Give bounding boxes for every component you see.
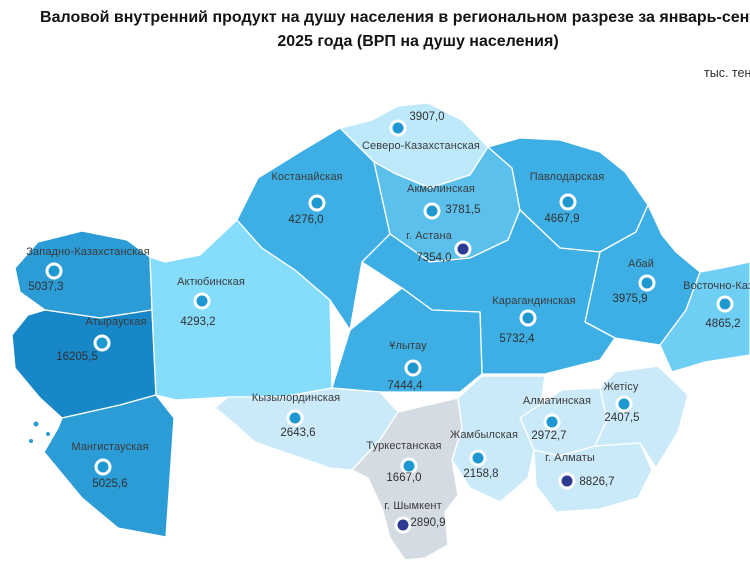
region-dot-akmolinskaya [423, 202, 441, 220]
region-dot-zhetisu [615, 395, 633, 413]
region-value-zapadno-kazakhstanskaya: 5037,3 [28, 281, 64, 293]
region-dot-vostochno-kazakhstanskaya [716, 295, 734, 313]
region-dot-astana [454, 240, 472, 258]
region-dot-turkestanskaya [400, 457, 418, 475]
region-dot-shymkent [394, 516, 412, 534]
region-dot-atyrauskaya [93, 334, 111, 352]
region-label-almaty-city: г. Алматы [545, 452, 595, 464]
region-dot-kostanayskaya [308, 194, 326, 212]
region-label-akmolinskaya: Акмолинская [407, 183, 475, 195]
region-label-pavlodarskaya: Павлодарская [529, 171, 605, 183]
page-title-line-1: Валовой внутренний продукт на душу насел… [40, 9, 750, 26]
region-label-mangistauskaya: Мангистауская [71, 441, 149, 453]
region-value-atyrauskaya: 16205,5 [56, 351, 98, 363]
region-label-turkestanskaya: Туркестанская [366, 440, 442, 452]
region-label-atyrauskaya: Атырауская [85, 316, 147, 328]
page-title-line-2: 2025 года (ВРП на душу населения) [277, 33, 559, 50]
region-value-aktyubinskaya: 4293,2 [180, 316, 216, 328]
region-value-akmolinskaya: 3781,5 [445, 204, 481, 216]
region-dot-aktyubinskaya [193, 292, 211, 310]
region-dot-severo-kazakhstanskaya [389, 119, 407, 137]
region-dot-karagandinskaya [519, 309, 537, 327]
region-dot-almaty-city [558, 472, 576, 490]
region-value-vostochno-kazakhstanskaya: 4865,2 [705, 318, 741, 330]
region-label-astana: г. Астана [406, 230, 452, 242]
region-label-severo-kazakhstanskaya: Северо-Казахстанская [362, 140, 480, 152]
region-dot-zhambylskaya [469, 449, 487, 467]
region-value-almatinskaya: 2972,7 [531, 430, 567, 442]
region-value-mangistauskaya: 5025,6 [92, 478, 128, 490]
region-label-abay: Абай [627, 258, 655, 270]
region-value-karagandinskaya: 5732,4 [499, 333, 535, 345]
region-value-zhetisu: 2407,5 [604, 412, 640, 424]
region-dot-abay [638, 274, 656, 292]
map-region-zhambylskaya[interactable] [451, 375, 546, 503]
region-value-almaty-city: 8826,7 [579, 476, 615, 488]
region-dot-kyzylordinskaya [286, 409, 304, 427]
region-value-abay: 3975,9 [612, 293, 648, 305]
region-label-shymkent: г. Шымкент [384, 500, 442, 512]
region-value-severo-kazakhstanskaya: 3907,0 [409, 111, 445, 123]
region-label-karagandinskaya: Карагандинская [492, 295, 576, 307]
caspian-island [29, 439, 33, 443]
region-label-almatinskaya: Алматинская [522, 395, 592, 407]
region-dot-mangistauskaya [94, 458, 112, 476]
region-value-astana: 7354,0 [416, 252, 452, 264]
region-value-kostanayskaya: 4276,0 [288, 214, 324, 226]
map-region-zhetisu[interactable] [594, 365, 689, 469]
region-label-kostanayskaya: Костанайская [271, 171, 343, 183]
region-dot-almatinskaya [543, 413, 561, 431]
map-region-zapadno-kazakhstanskaya[interactable] [14, 230, 153, 319]
page-title: Валовой внутренний продукт на душу насел… [0, 6, 750, 54]
map-region-vostochno-kazakhstanskaya[interactable] [659, 261, 750, 373]
region-value-pavlodarskaya: 4667,9 [544, 213, 580, 225]
unit-label: тыс. тенге [704, 66, 750, 80]
region-dot-zapadno-kazakhstanskaya [45, 262, 63, 280]
region-value-ulytau: 7444,4 [387, 380, 423, 392]
region-dot-pavlodarskaya [559, 193, 577, 211]
region-label-zhetisu: Жетісу [603, 381, 639, 393]
region-label-zhambylskaya: Жамбылская [449, 429, 519, 441]
region-label-vostochno-kazakhstanskaya: Восточно-Казахстанская [683, 280, 750, 292]
region-label-zapadno-kazakhstanskaya: Западно-Казахстанская [26, 246, 150, 258]
region-dot-ulytau [404, 359, 422, 377]
region-value-zhambylskaya: 2158,8 [463, 468, 499, 480]
map-region-almaty-city[interactable] [533, 442, 653, 513]
region-label-ulytau: Ұлытау [389, 340, 427, 352]
region-label-kyzylordinskaya: Кызылординская [251, 392, 341, 404]
caspian-island [33, 421, 39, 427]
region-value-kyzylordinskaya: 2643,6 [280, 427, 316, 439]
caspian-island [46, 432, 50, 436]
region-value-shymkent: 2890,9 [410, 517, 446, 529]
region-label-aktyubinskaya: Актюбинская [177, 276, 245, 288]
region-value-turkestanskaya: 1667,0 [386, 472, 422, 484]
